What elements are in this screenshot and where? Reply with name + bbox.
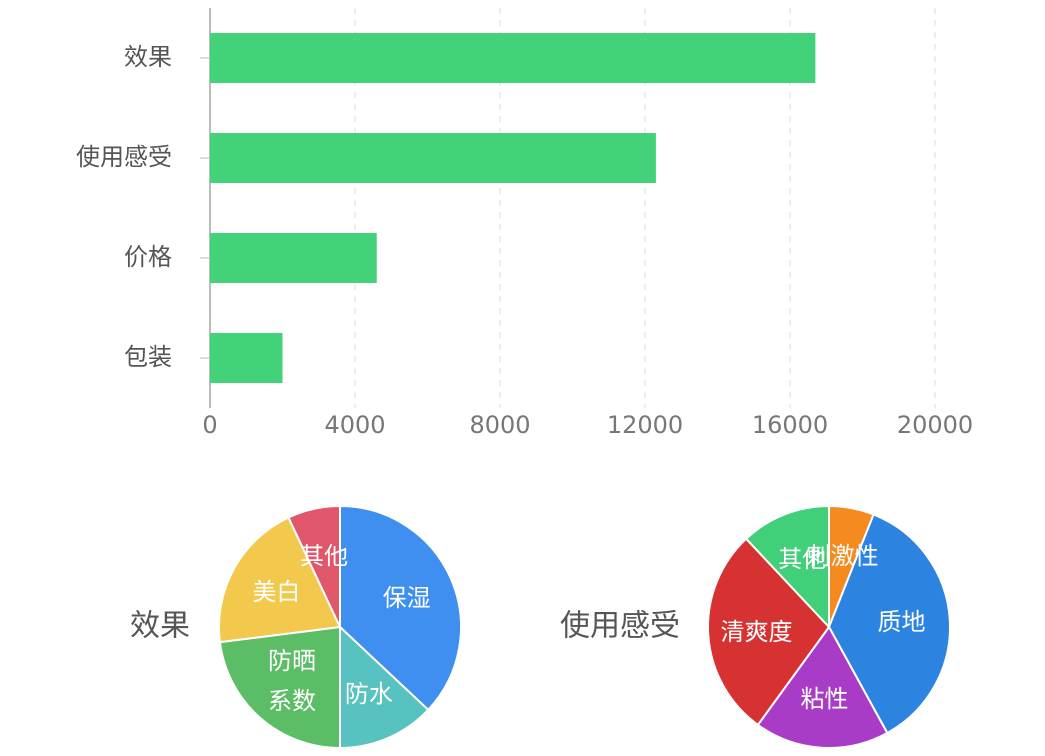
- x-tick-label: 0: [202, 411, 217, 439]
- x-tick-label: 12000: [607, 411, 683, 439]
- pie-slice: [218, 516, 342, 644]
- pie-slice: [744, 504, 830, 630]
- x-tick-label: 16000: [752, 411, 828, 439]
- x-tick-label: 8000: [469, 411, 530, 439]
- bar: [210, 233, 377, 283]
- pie-label: 保湿: [382, 584, 431, 613]
- pie-slice: [827, 513, 951, 735]
- bar: [210, 133, 656, 183]
- pie-slice: [287, 504, 341, 628]
- pie-label: 清爽度: [720, 617, 793, 646]
- x-tick-label: 20000: [897, 411, 973, 439]
- pie-title: 效果: [130, 609, 190, 644]
- y-tick-label: 使用感受: [76, 143, 172, 171]
- pie-slice: [339, 504, 462, 712]
- pie-label: 其他: [778, 545, 827, 574]
- bar: [210, 333, 283, 383]
- pie-slice: [218, 625, 341, 750]
- pie-title: 使用感受: [560, 609, 680, 644]
- pie-label: 刺激性: [806, 541, 879, 570]
- x-tick-label: 4000: [324, 411, 385, 439]
- pie-label: 粘性: [800, 685, 849, 714]
- pie-slice: [339, 624, 430, 750]
- pie-label: 防水: [344, 679, 393, 708]
- pie-label: 质地: [877, 608, 926, 637]
- y-tick-label: 效果: [124, 43, 172, 71]
- pie-label: 其他: [300, 542, 349, 571]
- pie-label: 美白: [252, 578, 301, 607]
- pie-slice: [707, 537, 831, 727]
- y-tick-label: 包装: [124, 343, 172, 371]
- bar: [210, 33, 816, 83]
- y-tick-label: 价格: [124, 243, 172, 271]
- pie-label: 防晒 系数: [267, 647, 316, 716]
- pie-slice: [756, 625, 889, 749]
